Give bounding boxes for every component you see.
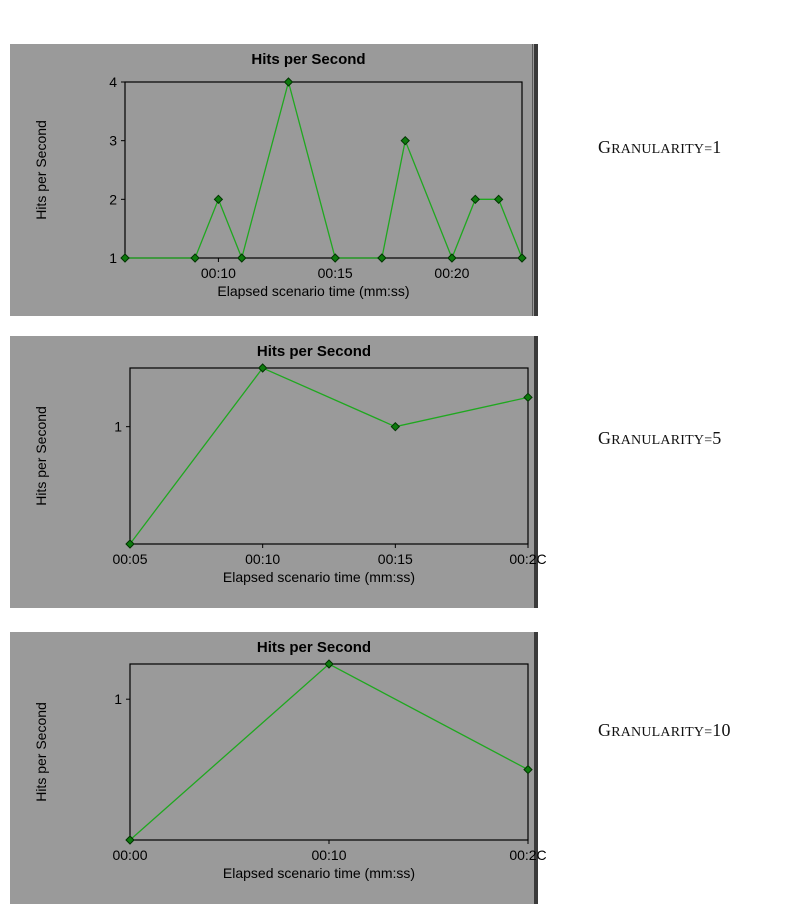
x-axis-label: Elapsed scenario time (mm:ss) xyxy=(217,283,409,299)
y-tick-label: 2 xyxy=(109,191,117,207)
x-tick-label: 00:00 xyxy=(112,847,147,863)
chart-panel-granularity-10: Hits per Second 1 00:00 00:10 00:2C Elapsed s… xyxy=(10,632,547,904)
data-point xyxy=(523,764,533,775)
y-axis-label: Hits per Second xyxy=(33,406,49,506)
x-tick-label: 00:2C xyxy=(509,847,546,863)
y-tick-label: 4 xyxy=(109,74,117,90)
data-point xyxy=(447,253,457,263)
data-point xyxy=(283,77,294,87)
panel-right-border xyxy=(534,632,538,904)
granularity-value: 5 xyxy=(712,428,722,448)
y-axis-label: Hits per Second xyxy=(33,702,49,802)
granularity-label-5: GRANULARITY=5 xyxy=(598,428,722,449)
y-tick-label: 1 xyxy=(114,691,122,707)
granularity-value: 1 xyxy=(712,137,722,157)
data-point xyxy=(523,392,533,403)
data-point xyxy=(330,253,340,263)
data-point xyxy=(517,253,527,263)
x-tick-label: 00:10 xyxy=(245,551,280,567)
data-point xyxy=(377,253,387,263)
panel-right-border xyxy=(534,336,538,608)
chart-title: Hits per Second xyxy=(257,343,371,360)
hits-per-second-chart-2: Hits per Second 1 00:05 00:10 00:15 00:2C Elap… xyxy=(33,343,547,585)
data-point xyxy=(190,253,200,263)
data-point xyxy=(125,835,135,845)
panel-right-border xyxy=(534,44,538,316)
granularity-prefix: GRANULARITY= xyxy=(598,428,713,448)
data-point xyxy=(470,194,481,205)
data-point xyxy=(390,421,401,432)
y-axis-label: Hits per Second xyxy=(33,120,49,220)
plot-area xyxy=(124,81,523,259)
x-tick-label: 00:10 xyxy=(311,847,346,863)
hits-per-second-chart-1: Hits per Second 1 2 3 4 00:10 00:15 00:20 Elapse… xyxy=(33,51,527,299)
x-tick-label: 00:20 xyxy=(434,265,469,281)
chart-title: Hits per Second xyxy=(257,639,371,656)
data-point xyxy=(493,194,504,205)
data-point xyxy=(125,539,135,549)
x-tick-label: 00:2C xyxy=(509,551,546,567)
chart-panel-granularity-5: Hits per Second 1 00:05 00:10 00:15 00:2C Elap… xyxy=(10,336,547,608)
y-tick-label: 1 xyxy=(114,419,122,435)
x-axis-label: Elapsed scenario time (mm:ss) xyxy=(223,569,415,585)
granularity-prefix: GRANULARITY= xyxy=(598,720,713,740)
series-line xyxy=(129,367,529,545)
x-axis-label: Elapsed scenario time (mm:ss) xyxy=(223,865,415,881)
x-tick-label: 00:15 xyxy=(378,551,413,567)
chart-panel-granularity-1: Hits per Second 1 2 3 4 00:10 00:15 00:20 Elapse… xyxy=(10,44,538,316)
granularity-label-10: GRANULARITY=10 xyxy=(598,720,731,741)
granularity-prefix: GRANULARITY= xyxy=(598,137,713,157)
x-tick-label: 00:15 xyxy=(318,265,353,281)
hits-per-second-chart-3: Hits per Second 1 00:00 00:10 00:2C Elapsed s… xyxy=(33,639,547,881)
data-point xyxy=(257,363,268,373)
data-point xyxy=(120,253,130,263)
chart-title: Hits per Second xyxy=(251,51,365,68)
plot-area xyxy=(129,367,529,545)
y-tick-label: 3 xyxy=(109,133,117,149)
x-tick-label: 00:10 xyxy=(201,265,236,281)
granularity-label-1: GRANULARITY=1 xyxy=(598,137,722,158)
data-point xyxy=(324,659,334,669)
data-point xyxy=(213,194,224,205)
plot-area xyxy=(129,663,529,841)
y-tick-label: 1 xyxy=(109,250,117,266)
panel-right-border-inner xyxy=(532,44,533,316)
data-point xyxy=(237,253,247,263)
x-tick-label: 00:05 xyxy=(112,551,147,567)
granularity-value: 10 xyxy=(712,720,731,740)
data-point xyxy=(400,135,410,146)
